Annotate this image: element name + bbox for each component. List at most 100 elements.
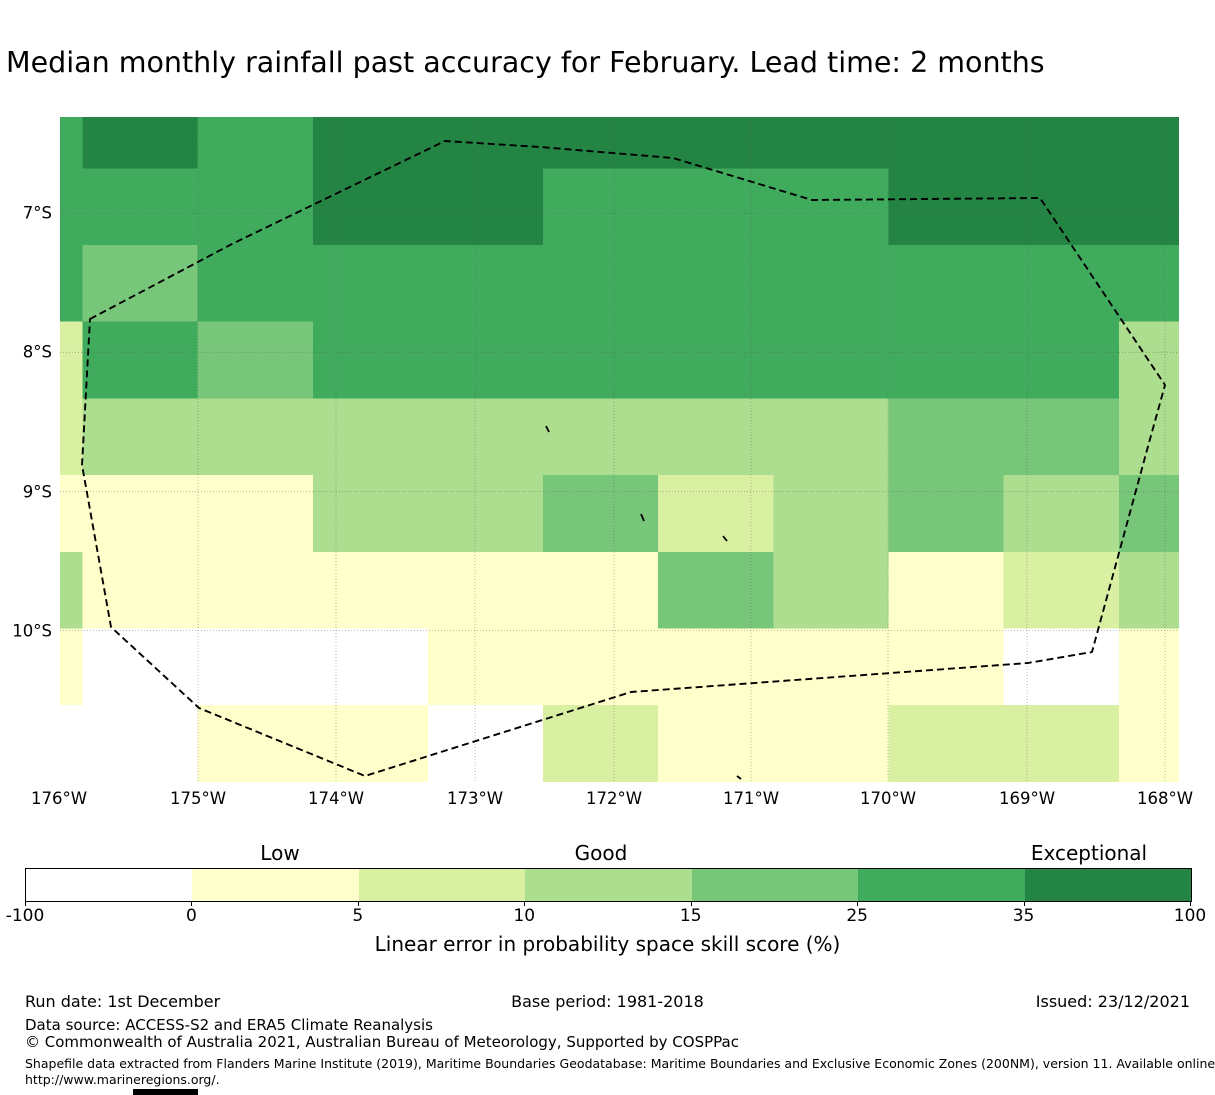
map-cell [60,628,83,706]
map-cell [543,245,659,322]
map-cell [1118,551,1179,629]
map-cell [60,321,83,399]
map-cell [773,117,889,169]
colorbar-tick-label: 25 [846,906,868,926]
x-tick-label: 175°W [169,789,227,808]
colorbar-tick-label: 0 [186,906,197,926]
map-cell [82,628,198,706]
x-tick-label: 171°W [722,789,780,808]
map-cell [888,321,1004,399]
colorbar-tick-mark [191,901,193,906]
colorbar-tick-label: 5 [352,906,364,926]
data-source-text: Data source: ACCESS-S2 and ERA5 Climate … [25,1016,433,1034]
x-tick-label: 169°W [998,789,1056,808]
colorbar-segment [26,869,193,901]
map-cell [60,475,83,552]
map-cell [773,475,889,552]
x-tick-label: 172°W [585,789,643,808]
map-cell [1003,117,1119,169]
map-cell [312,321,428,399]
map-cell [1118,168,1179,245]
map-cell [888,168,1004,245]
map-cell [543,168,659,245]
map-cell [658,398,774,476]
map-cell [197,705,313,782]
map-cell [658,475,774,552]
map-cell [60,551,83,629]
colorbar-tick-mark [857,901,859,906]
eez-boundary-line [81,140,1166,777]
map-cell [1118,245,1179,322]
shapefile-url-text: http://www.marineregions.org/. [25,1072,220,1087]
map-cell [312,117,428,169]
map-cell [427,168,544,245]
map-cell [82,321,198,399]
map-cell [197,245,313,322]
map-cell [888,551,1004,629]
y-tick-label: 10°S [12,621,52,640]
map-cell [658,551,774,629]
colorbar-segment [192,869,359,901]
colorbar-segment [358,869,526,901]
map-cell [543,551,659,629]
map-cell [312,705,428,782]
colorbar-category-label: Good [574,841,628,865]
map-cell [1003,398,1119,476]
colorbar-segment [525,869,692,901]
colorbar-tick-mark [357,901,359,906]
map-cell [543,398,659,476]
x-tick-label: 168°W [1136,789,1194,808]
map-cell [1003,705,1119,782]
colorbar-tick-mark [690,901,692,906]
map-cell [82,398,198,476]
issued-date-text: Issued: 23/12/2021 [1035,992,1190,1011]
map-cell [60,117,83,169]
colorbar-category-label: Low [260,841,300,865]
colorbar-segment [858,869,1025,901]
map-cell [427,475,544,552]
map-cell [543,117,659,169]
map-cell [197,168,313,245]
x-tick-label: 176°W [30,789,88,808]
map-cell [312,245,428,322]
map-cell [312,398,428,476]
map-cell [543,628,659,706]
map-cell [773,628,889,706]
map-cell [1118,705,1179,782]
map-cell [312,475,428,552]
rainfall-skill-heatmap [60,117,1179,782]
island-mark [722,535,728,542]
map-cell [1118,628,1179,706]
map-cell [543,475,659,552]
map-cell [773,551,889,629]
colorbar-tick-label: 100 [1173,906,1207,926]
map-cell [773,321,889,399]
map-plot-area [60,117,1179,782]
map-cell [82,168,198,245]
map-cell [1003,475,1119,552]
map-cell [658,705,774,782]
map-cell [888,245,1004,322]
base-period-text: Base period: 1981-2018 [511,992,704,1011]
colorbar-tick-label: 10 [513,906,536,926]
island-mark [545,425,550,433]
colorbar-segment [691,869,859,901]
map-cell [197,475,313,552]
shapefile-attribution-text: Shapefile data extracted from Flanders M… [25,1056,1215,1071]
map-cell [773,705,889,782]
map-cell [197,551,313,629]
map-cell [427,245,544,322]
map-cell [658,168,774,245]
map-cell [82,117,198,169]
colorbar-category-label: Exceptional [1030,841,1148,865]
map-cell [427,628,544,706]
map-cell [312,551,428,629]
colorbar-tick-label: -100 [5,906,45,926]
map-cell [773,245,889,322]
map-cell [543,705,659,782]
map-cell [60,245,83,322]
map-cell [1003,321,1119,399]
map-cell [888,475,1004,552]
map-cell [1003,551,1119,629]
